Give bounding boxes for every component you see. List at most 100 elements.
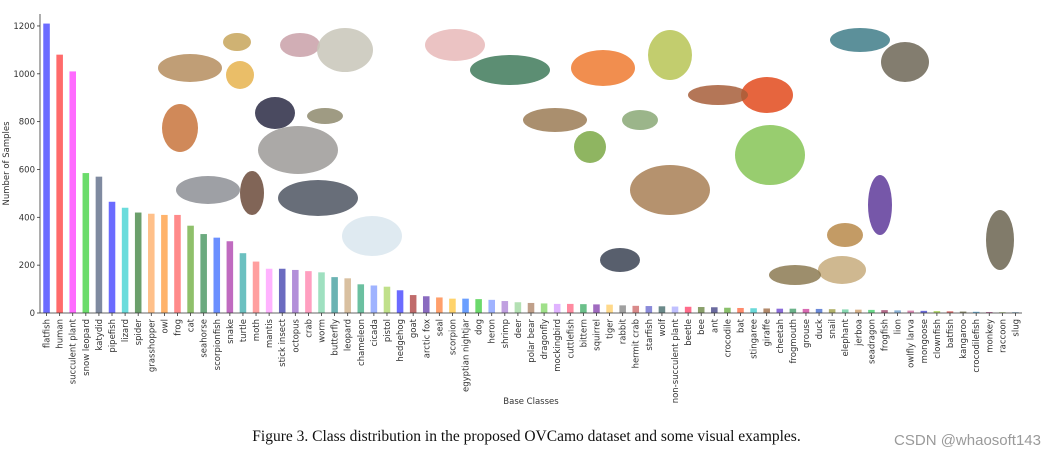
bar-shrimp <box>501 301 509 313</box>
succulent-plant-photo <box>317 28 373 72</box>
x-tick-label: frog <box>173 319 183 336</box>
bar-scorpion <box>449 298 456 313</box>
owl-photo <box>425 29 485 61</box>
bar-squirrel <box>593 304 600 313</box>
x-tick-label: heron <box>488 319 498 344</box>
x-tick-label: shrimp <box>501 319 511 348</box>
x-tick-label: duck <box>815 319 825 339</box>
okapi-photo <box>240 171 264 215</box>
x-tick-label: polar bear <box>527 319 537 363</box>
x-tick-label: hermit crab <box>632 319 642 368</box>
x-tick-label: scorpionfish <box>213 319 223 370</box>
red-frog-photo <box>741 77 793 113</box>
x-tick-label: cicada <box>370 319 380 347</box>
leaf-insect-photo <box>648 30 692 80</box>
mantis-photo <box>622 110 658 130</box>
seahorse-photo <box>226 61 254 89</box>
x-tick-label: seal <box>435 319 445 336</box>
bar-katydid <box>95 176 103 313</box>
wolf-photo <box>278 180 358 216</box>
x-tick-label: bat <box>736 318 746 333</box>
bar-duck <box>815 308 823 313</box>
bar-crocodilefish <box>972 311 980 313</box>
bar-series <box>43 23 1019 313</box>
bar-bee <box>697 307 705 313</box>
x-tick-label: snail <box>828 319 838 339</box>
bar-goat <box>409 295 417 313</box>
x-axis-title: Base Classes <box>503 397 559 407</box>
frog-photo <box>574 131 606 163</box>
owl-tree-photo <box>881 42 929 82</box>
bar-lizard <box>121 207 129 313</box>
tortoise-photo <box>158 54 222 82</box>
visual-examples-collage <box>158 28 1014 285</box>
x-tick-label: grasshopper <box>147 318 157 372</box>
bar-frog <box>174 214 181 313</box>
bar-bat <box>737 307 744 313</box>
y-tick-label: 600 <box>19 165 35 175</box>
bar-moth <box>252 261 260 313</box>
x-tick-labels: flatfish human succulent plant snow leopard… <box>43 313 1021 403</box>
y-tick-label: 0 <box>30 309 35 319</box>
bar-pipefish <box>108 201 116 313</box>
bar-turtle <box>239 253 247 313</box>
bar-mantis <box>265 268 273 313</box>
x-tick-label: deer <box>514 319 524 339</box>
x-tick-label: octopus <box>291 318 301 352</box>
x-tick-label: kangaroo <box>959 319 969 359</box>
bar-snail <box>828 309 836 313</box>
snail-photo <box>868 175 892 235</box>
bar-frogmouth <box>789 308 797 313</box>
bar-grasshopper <box>148 213 155 313</box>
x-tick-label: frogmouth <box>789 319 799 363</box>
x-tick-label: pipefish <box>108 319 118 353</box>
bar-heron <box>488 299 495 313</box>
x-tick-label: spider <box>134 319 144 346</box>
x-tick-label: lion <box>894 319 904 334</box>
x-tick-label: mockingbird <box>553 319 563 372</box>
x-tick-label: wolf <box>658 318 668 337</box>
bar-rabbit <box>619 305 626 313</box>
bar-arctic-fox <box>422 296 430 313</box>
bar-seal <box>436 297 443 313</box>
bar-snow-leopard <box>82 173 90 313</box>
figure-caption: Figure 3. Class distribution in the prop… <box>252 428 801 445</box>
grouse-photo <box>630 165 710 215</box>
bar-owlfly-larva <box>907 310 914 313</box>
bar-stingaree <box>750 308 757 313</box>
x-tick-label: crocodilefish <box>972 319 982 373</box>
y-tick-label: 1000 <box>13 70 35 80</box>
bar-frogfish <box>881 310 888 313</box>
bar-octopus <box>292 269 299 313</box>
x-tick-label: scorpion <box>448 319 458 355</box>
x-tick-label: chameleon <box>357 319 367 366</box>
cheetah-photo <box>818 256 866 284</box>
nightjar-photo <box>523 108 587 132</box>
bar-deer <box>514 302 522 313</box>
x-tick-label: human <box>56 319 66 349</box>
x-tick-label: butterfly <box>331 319 341 356</box>
x-tick-label: goat <box>409 318 419 338</box>
x-tick-label: mantis <box>265 318 275 348</box>
bar-monkey <box>985 312 993 313</box>
x-tick-label: dog <box>475 319 485 335</box>
bar-beetle <box>684 306 692 313</box>
crocodile-photo <box>769 265 821 285</box>
x-tick-label: elephant <box>841 318 851 356</box>
bar-hermit-crab <box>632 305 640 313</box>
grasshopper-photo <box>307 108 343 124</box>
chart-container: 0 200 400 600 800 1000 1200 flatfish human succu… <box>2 14 1022 407</box>
stingray-photo <box>255 97 295 129</box>
bar-flatfish <box>43 23 50 313</box>
x-tick-label: pistol <box>383 319 393 342</box>
x-tick-label: lizard <box>121 319 131 342</box>
bar-leopard <box>344 278 351 313</box>
spider-photo <box>280 33 320 57</box>
x-tick-label: frogfish <box>881 319 891 351</box>
x-tick-label: succulent plant <box>69 318 79 384</box>
x-tick-label: seahorse <box>200 319 210 358</box>
x-tick-label: bittern <box>579 319 589 347</box>
bar-cuttlefish <box>567 303 574 313</box>
bar-batfish <box>946 311 954 313</box>
bar-mockingbird <box>553 303 561 313</box>
